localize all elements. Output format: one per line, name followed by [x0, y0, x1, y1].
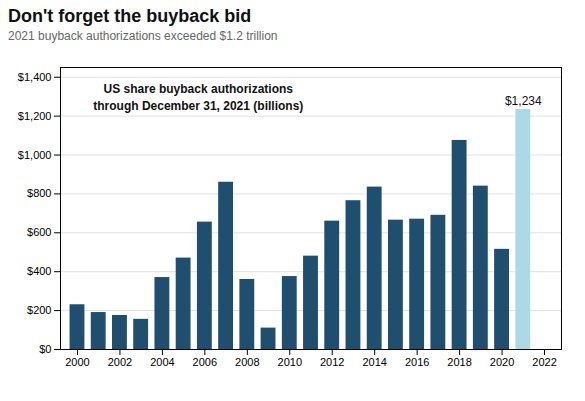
svg-text:2018: 2018: [447, 356, 471, 368]
svg-text:2006: 2006: [193, 356, 217, 368]
svg-text:$800: $800: [27, 187, 51, 199]
svg-text:$1,000: $1,000: [18, 149, 52, 161]
svg-text:$200: $200: [27, 304, 51, 316]
svg-text:2020: 2020: [490, 356, 514, 368]
svg-text:2016: 2016: [405, 356, 429, 368]
svg-text:2014: 2014: [362, 356, 386, 368]
svg-text:$1,400: $1,400: [18, 71, 52, 83]
html-text:Don't forget the buyback bid: Don't forget the buyback bid: [8, 6, 252, 26]
svg-text:$400: $400: [27, 265, 51, 277]
svg-text:$600: $600: [27, 226, 51, 238]
svg-text:$1,234: $1,234: [505, 94, 542, 108]
svg-text:US share buyback authorization: US share buyback authorizationsthrough D…: [93, 82, 303, 113]
svg-text:2000: 2000: [65, 356, 89, 368]
svg-text:$0: $0: [39, 343, 51, 355]
svg-text:2008: 2008: [235, 356, 259, 368]
svg-text:2012: 2012: [320, 356, 344, 368]
svg-text:2010: 2010: [278, 356, 302, 368]
html-text:2021 buyback authorizations ex: 2021 buyback authorizations exceeded $1.…: [8, 29, 278, 43]
svg-text:2004: 2004: [150, 356, 174, 368]
svg-text:2002: 2002: [108, 356, 132, 368]
svg-text:2022: 2022: [532, 356, 556, 368]
svg-text:$1,200: $1,200: [18, 110, 52, 122]
